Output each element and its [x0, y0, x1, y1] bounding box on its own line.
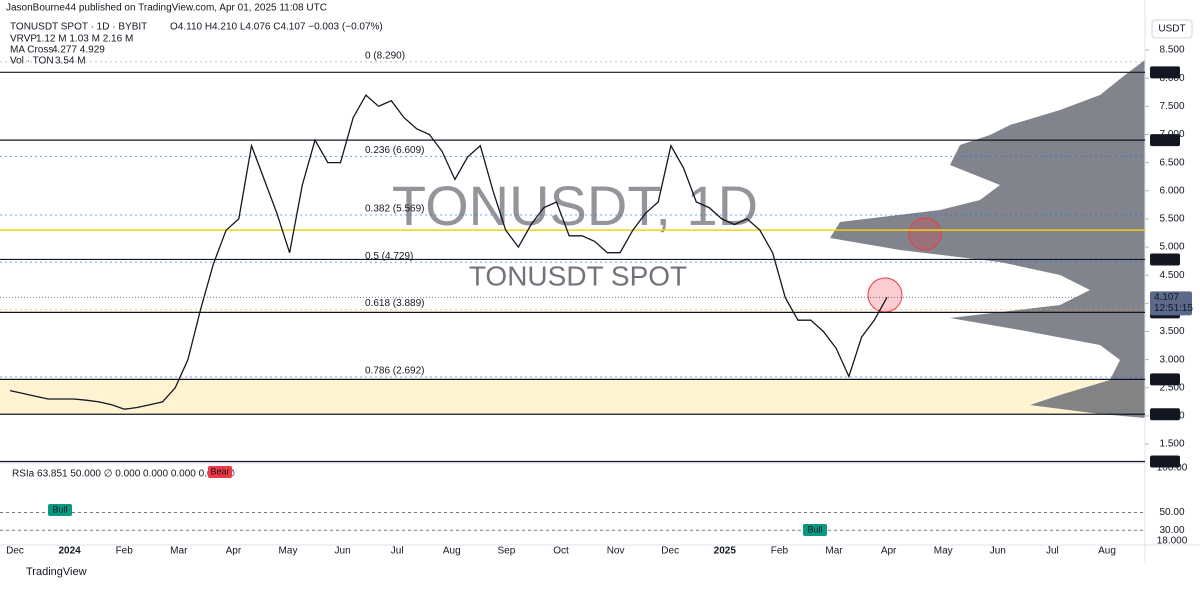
time-label: Feb	[116, 546, 134, 557]
rsi-tick-label: 18.000	[1157, 536, 1188, 547]
time-label: Sep	[498, 546, 516, 557]
watermark-sub: TONUSDT SPOT	[469, 260, 687, 291]
time-label: Jul	[391, 546, 404, 557]
symbol: TONUSDT SPOT · 1D · BYBIT	[10, 22, 147, 33]
time-label: Dec	[661, 546, 679, 557]
time-label: May	[934, 546, 953, 557]
fib-label: 0.382 (5.569)	[365, 204, 425, 215]
price-tick-label: 3.000	[1159, 354, 1184, 365]
price-tick-label: 7.500	[1159, 101, 1184, 112]
rsi-badge-label: Bull	[52, 504, 67, 514]
ohlc: O4.110 H4.210 L4.076 C4.107 −0.003 (−0.0…	[170, 22, 383, 33]
ma: MA Cross	[10, 45, 53, 56]
ma-values: 4.277 4.929	[52, 45, 105, 56]
time-label: Jun	[335, 546, 351, 557]
countdown: 12:51:15	[1154, 303, 1193, 314]
currency-box[interactable]	[1151, 19, 1193, 39]
rsi-tick-label: 50.00	[1159, 507, 1184, 518]
vrvp-values: 1.12 M 1.03 M 2.16 M	[36, 34, 133, 45]
level-label: 4.780	[1152, 254, 1177, 265]
fib-label: 0.786 (2.692)	[365, 366, 425, 377]
price-tick-label: 4.500	[1159, 270, 1184, 281]
level-label: 6.900	[1152, 135, 1177, 146]
watermark: TONUSDT, 1D	[392, 174, 758, 237]
time-label: Jun	[990, 546, 1006, 557]
rsi-badge	[208, 466, 232, 478]
time-label: Oct	[553, 546, 569, 557]
price-tick-label: 6.000	[1159, 185, 1184, 196]
fib-label: 0.5 (4.729)	[365, 251, 413, 262]
time-label: Mar	[170, 546, 188, 557]
vol: Vol · TON	[10, 56, 54, 67]
level-label: 2.030	[1152, 409, 1177, 420]
level-badge	[1150, 408, 1180, 421]
vol-value: 3.54 M	[55, 56, 86, 67]
level-badge	[1150, 66, 1180, 79]
rsi-tick-label: 100.00	[1157, 463, 1188, 474]
time-label: Aug	[443, 546, 461, 557]
level-badge	[1150, 134, 1180, 147]
volume-profile	[830, 60, 1145, 418]
price-tick-label: 2.500	[1159, 382, 1184, 393]
support-band	[0, 379, 1145, 415]
level-badge	[1150, 455, 1180, 468]
price-line	[9, 94, 888, 410]
level-label: 8.104	[1152, 67, 1177, 78]
price-tick-label: 5.500	[1159, 214, 1184, 225]
time-label: Jul	[1046, 546, 1059, 557]
rsi-badge-label: Bull	[807, 524, 822, 534]
time-label: 2024	[58, 546, 81, 557]
time-label: Nov	[607, 546, 625, 557]
price-tick-label: 6.500	[1159, 157, 1184, 168]
time-label: Apr	[226, 546, 242, 557]
price-tick-label: 3.500	[1159, 326, 1184, 337]
fib-label: 0.236 (6.609)	[365, 145, 425, 156]
price-tick-label: 8.500	[1159, 45, 1184, 56]
time-label: May	[279, 546, 298, 557]
highlight-circle	[867, 277, 903, 313]
time-label: Dec	[6, 546, 24, 557]
time-label: Aug	[1098, 546, 1116, 557]
time-label: Mar	[825, 546, 843, 557]
byline: JasonBourne44 published on TradingView.c…	[6, 3, 327, 14]
rsi-badge-label: Bear	[210, 466, 229, 476]
time-label: Apr	[881, 546, 897, 557]
time-label: 2025	[714, 546, 737, 557]
level-badge	[1150, 373, 1180, 386]
footer: TradingView	[26, 566, 87, 578]
level-label: 2.650	[1152, 374, 1177, 385]
vrvp: VRVP	[10, 34, 37, 45]
fib-label: 0 (8.290)	[365, 50, 405, 61]
price-tick-label: 1.500	[1159, 439, 1184, 450]
level-label: 1.190	[1152, 456, 1177, 467]
time-label: Feb	[771, 546, 789, 557]
rsi-badge	[803, 524, 827, 536]
highlight-circle	[908, 217, 942, 251]
fib-label: 0.618 (3.889)	[365, 298, 425, 309]
current-price: 4.107	[1154, 292, 1179, 303]
level-badge	[1150, 253, 1180, 266]
current-price-badge	[1150, 291, 1192, 316]
rsi-tick-label: 30.00	[1159, 525, 1184, 536]
rsi-legend: RSIa 63.851 50.000 ∅ 0.000 0.000 0.000 0…	[12, 469, 235, 480]
price-tick-label: 5.000	[1159, 242, 1184, 253]
rsi-badge	[48, 504, 72, 516]
currency[interactable]: USDT	[1158, 24, 1185, 35]
